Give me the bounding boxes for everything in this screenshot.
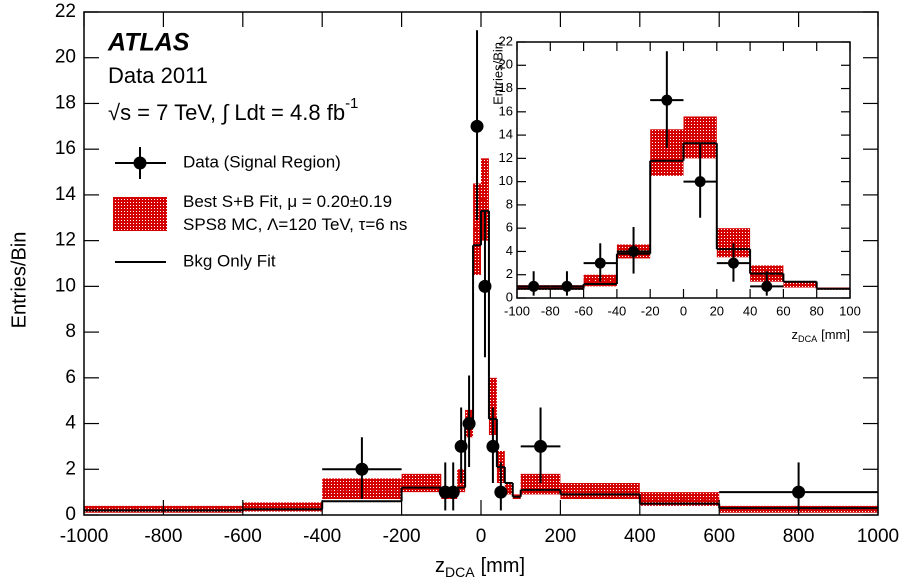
data-point bbox=[446, 485, 460, 499]
y-axis-label: Entries/Bin bbox=[490, 42, 505, 105]
y-tick-label: 4 bbox=[65, 413, 76, 434]
data-point bbox=[792, 485, 806, 499]
x-tick-label: -600 bbox=[224, 526, 262, 547]
fit-band bbox=[560, 482, 640, 499]
x-tick-label: -1000 bbox=[60, 526, 109, 547]
x-label-unit: [mm] bbox=[481, 555, 525, 577]
data-point bbox=[355, 462, 369, 476]
data-point bbox=[470, 119, 484, 133]
data-point bbox=[494, 485, 508, 499]
y-tick-label: 16 bbox=[55, 138, 76, 159]
energy-exponent: -1 bbox=[345, 95, 358, 112]
subtitle: Data 2011 bbox=[108, 63, 208, 88]
x-tick-label: -80 bbox=[541, 303, 560, 318]
fit-band bbox=[401, 473, 442, 493]
x-tick-label: 400 bbox=[624, 526, 656, 547]
y-tick-label: 12 bbox=[55, 230, 76, 251]
y-tick-label: 8 bbox=[65, 321, 76, 342]
y-tick-label: 14 bbox=[499, 127, 513, 142]
x-label-sub: DCA bbox=[798, 334, 818, 344]
x-tick-label: -200 bbox=[383, 526, 421, 547]
y-tick-label: 20 bbox=[499, 57, 513, 72]
legend-label: Best S+B Fit, μ = 0.20±0.19 bbox=[183, 192, 392, 211]
data-point bbox=[628, 245, 640, 257]
data-point bbox=[661, 94, 673, 106]
y-tick-label: 4 bbox=[506, 243, 513, 258]
legend-marker bbox=[113, 197, 167, 231]
x-tick-label: 20 bbox=[710, 303, 724, 318]
data-point bbox=[561, 280, 573, 292]
x-tick-label: -400 bbox=[303, 526, 341, 547]
x-tick-label: 80 bbox=[809, 303, 823, 318]
y-tick-label: 20 bbox=[55, 47, 76, 68]
x-tick-label: -60 bbox=[574, 303, 593, 318]
x-tick-label: -40 bbox=[608, 303, 627, 318]
y-tick-label: 2 bbox=[506, 266, 513, 281]
x-axis-label: zDCA [mm] bbox=[792, 327, 850, 344]
x-tick-label: 200 bbox=[545, 526, 577, 547]
atlas-label: ATLAS bbox=[107, 29, 190, 57]
data-point bbox=[694, 176, 706, 188]
fit-band bbox=[504, 482, 513, 495]
y-tick-label: 0 bbox=[506, 289, 513, 304]
y-tick-label: 6 bbox=[506, 220, 513, 235]
data-point bbox=[478, 279, 492, 293]
y-tick-label: 10 bbox=[499, 173, 513, 188]
energy-label: √s = 7 TeV, ∫ Ldt = 4.8 fb-1 bbox=[108, 95, 358, 125]
x-label-unit: [mm] bbox=[821, 327, 850, 342]
x-tick-label: 0 bbox=[680, 303, 687, 318]
fit-band bbox=[639, 492, 720, 506]
data-point bbox=[761, 280, 773, 292]
data-point bbox=[486, 439, 500, 453]
y-tick-label: 0 bbox=[65, 504, 76, 525]
x-tick-label: 1000 bbox=[857, 526, 899, 547]
y-tick-label: 14 bbox=[55, 184, 77, 205]
energy-text: √s = 7 TeV, ∫ Ldt = 4.8 fb bbox=[108, 100, 345, 125]
y-tick-label: 12 bbox=[499, 150, 513, 165]
x-tick-label: -800 bbox=[144, 526, 182, 547]
x-label-var: z bbox=[792, 327, 799, 342]
legend-label: SPS8 MC, Λ=120 TeV, τ=6 ns bbox=[183, 215, 407, 234]
data-point bbox=[534, 439, 548, 453]
x-tick-label: -100 bbox=[504, 303, 530, 318]
y-tick-label: 10 bbox=[55, 275, 76, 296]
x-tick-label: 60 bbox=[776, 303, 790, 318]
x-tick-label: -20 bbox=[641, 303, 660, 318]
data-point bbox=[454, 439, 468, 453]
y-axis-label: Entries/Bin bbox=[8, 232, 30, 329]
x-label-sub: DCA bbox=[445, 564, 475, 580]
x-tick-label: 100 bbox=[839, 303, 861, 318]
x-tick-label: 600 bbox=[703, 526, 735, 547]
y-tick-label: 8 bbox=[506, 196, 513, 211]
data-point bbox=[594, 257, 606, 269]
y-tick-label: 16 bbox=[499, 103, 513, 118]
legend-label: Bkg Only Fit bbox=[183, 251, 276, 270]
x-axis-label: zDCA [mm] bbox=[435, 555, 525, 579]
fit-band bbox=[488, 377, 497, 435]
legend-marker bbox=[133, 156, 147, 170]
y-tick-label: 18 bbox=[499, 80, 513, 95]
data-point bbox=[462, 417, 476, 431]
y-tick-label: 18 bbox=[55, 92, 76, 113]
y-tick-label: 22 bbox=[499, 33, 513, 48]
y-tick-label: 6 bbox=[65, 367, 76, 388]
fit-band bbox=[242, 502, 323, 512]
data-point bbox=[528, 280, 540, 292]
y-tick-label: 22 bbox=[55, 1, 76, 22]
data-point bbox=[727, 257, 739, 269]
x-tick-label: 40 bbox=[743, 303, 757, 318]
x-tick-label: 800 bbox=[783, 526, 815, 547]
y-tick-label: 2 bbox=[65, 458, 76, 479]
x-label-var: z bbox=[435, 555, 445, 577]
x-tick-label: 0 bbox=[476, 526, 487, 547]
legend-label: Data (Signal Region) bbox=[183, 152, 341, 171]
